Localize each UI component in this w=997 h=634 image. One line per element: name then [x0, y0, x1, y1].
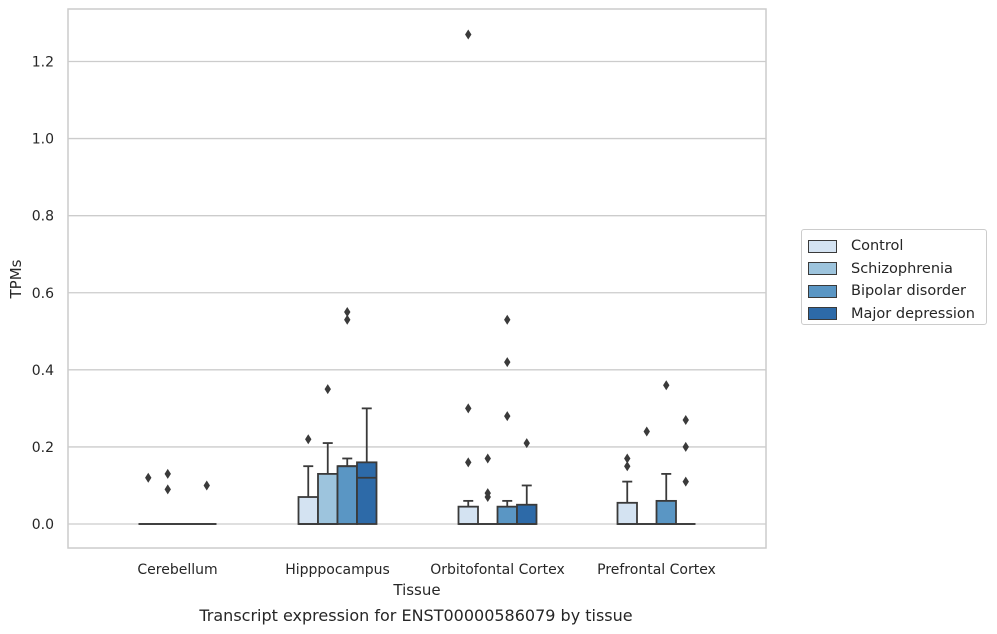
y-tick-label: 1.2 [32, 55, 54, 71]
box [616, 501, 638, 525]
legend-swatch [808, 284, 837, 298]
box [297, 496, 319, 525]
box-0-0 [138, 472, 158, 525]
legend-label: Major depression [851, 305, 975, 322]
outlier-point [624, 453, 631, 464]
x-axis-label: Tissue [392, 581, 440, 599]
box [457, 505, 479, 525]
legend-label: Schizophrenia [851, 260, 953, 277]
y-tick-label: 0.8 [32, 209, 54, 225]
legend-swatch [808, 262, 837, 276]
x-tick-label: Prefrontal Cortex [597, 562, 716, 578]
box [655, 499, 677, 525]
plot-frame [67, 8, 767, 549]
outlier-point [465, 403, 472, 414]
outlier-point [663, 380, 670, 391]
box [516, 503, 538, 525]
outlier-point [344, 307, 351, 318]
y-tick-label: 0.6 [32, 286, 54, 302]
outlier-point [203, 480, 210, 491]
y-axis-label: TPMs [7, 259, 25, 299]
box-1-1 [317, 384, 339, 525]
box [496, 505, 518, 525]
y-axis-ticks: 0.0 0.2 0.4 0.6 0.8 1.0 1.2 [32, 55, 54, 534]
outlier-point [504, 411, 511, 422]
legend-item: Control [808, 235, 986, 258]
x-tick-label: Orbitofontal Cortex [430, 562, 565, 578]
box-2-1 [336, 307, 358, 525]
box-1-2 [478, 453, 498, 525]
outlier-point [145, 472, 152, 483]
outlier-point [682, 414, 689, 425]
outlier-point [465, 29, 472, 40]
outlier-point [305, 434, 312, 445]
box-1-0 [158, 468, 178, 525]
outlier-point [164, 468, 171, 479]
legend-item: Bipolar disorder [808, 280, 986, 303]
box [336, 465, 358, 525]
outlier-point [484, 492, 491, 503]
grid-lines [68, 60, 766, 525]
outlier-point [504, 357, 511, 368]
outlier-point [164, 484, 171, 495]
legend-label: Bipolar disorder [851, 283, 966, 300]
box-3-1 [356, 407, 378, 525]
outlier-point [504, 314, 511, 325]
box-0-3 [616, 453, 638, 525]
box-1-3 [637, 426, 657, 525]
legend-swatch [808, 239, 837, 253]
x-tick-label: Hipppocampus [285, 562, 390, 578]
box-0-1 [297, 434, 319, 525]
box-3-0 [197, 480, 217, 525]
box-plots [138, 29, 696, 525]
legend-label: Control [851, 238, 904, 255]
box [317, 472, 339, 525]
legend: Control Schizophrenia Bipolar disorder Majo… [801, 229, 987, 325]
box-3-3 [676, 414, 696, 525]
outlier-point [624, 461, 631, 472]
outlier-point [465, 457, 472, 468]
outlier-point [324, 384, 331, 395]
outlier-point [643, 426, 650, 437]
box-2-2 [496, 314, 518, 525]
legend-item: Schizophrenia [808, 258, 986, 281]
outlier-point [344, 314, 351, 325]
legend-swatch [808, 307, 837, 321]
box-2-3 [655, 380, 677, 525]
outlier-point [682, 441, 689, 452]
x-axis-ticks: Cerebellum Hipppocampus Orbitofontal Corte… [137, 562, 715, 578]
box-0-2 [457, 29, 479, 525]
outlier-point [484, 453, 491, 464]
legend-item: Major depression [808, 303, 986, 326]
y-tick-label: 0.2 [32, 440, 54, 456]
x-tick-label: Cerebellum [137, 562, 217, 578]
outlier-point [682, 476, 689, 487]
y-tick-label: 0.0 [32, 517, 54, 533]
chart-title: Transcript expression for ENST0000058607… [199, 606, 633, 625]
y-tick-label: 0.4 [32, 363, 54, 379]
box-3-2 [516, 438, 538, 525]
outlier-point [523, 438, 530, 449]
y-tick-label: 1.0 [32, 132, 54, 148]
box [356, 461, 378, 525]
